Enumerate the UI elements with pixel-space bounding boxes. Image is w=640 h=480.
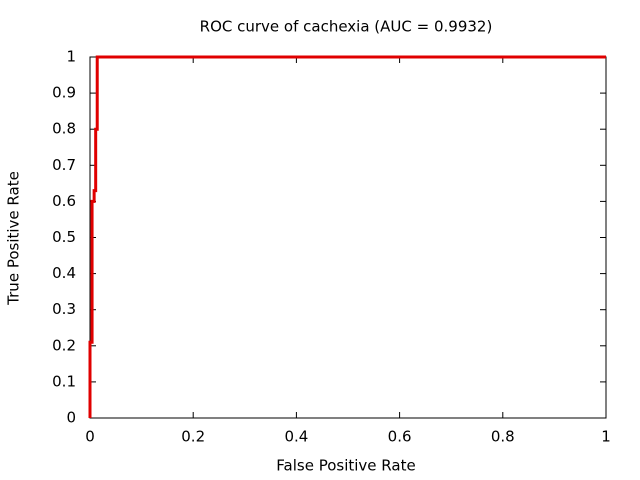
- chart-title: ROC curve of cachexia (AUC = 0.9932): [200, 18, 493, 36]
- y-tick-label: 0.1: [52, 372, 76, 390]
- y-tick-label: 0.9: [52, 84, 76, 102]
- x-tick-label: 0.8: [491, 428, 515, 446]
- x-tick-label: 0: [85, 428, 95, 446]
- x-tick-label: 0.6: [388, 428, 412, 446]
- roc-curve: [88, 55, 606, 418]
- x-tick-label: 0.4: [284, 428, 308, 446]
- y-tick-label: 0.8: [52, 120, 76, 138]
- x-axis-label: False Positive Rate: [276, 457, 415, 475]
- y-axis-label: True Positive Rate: [5, 171, 23, 306]
- y-tick-label: 0.7: [52, 156, 76, 174]
- y-tick-label: 0: [66, 409, 76, 427]
- plot-border: [89, 56, 607, 419]
- y-tick-label: 1: [66, 48, 76, 66]
- y-tick-label: 0.6: [52, 192, 76, 210]
- y-tick-label: 0.2: [52, 336, 76, 354]
- x-tick-label: 1: [601, 428, 611, 446]
- y-tick-label: 0.3: [52, 300, 76, 318]
- x-tick-label: 0.2: [181, 428, 205, 446]
- y-tick-label: 0.4: [52, 264, 76, 282]
- y-tick-label: 0.5: [52, 228, 76, 246]
